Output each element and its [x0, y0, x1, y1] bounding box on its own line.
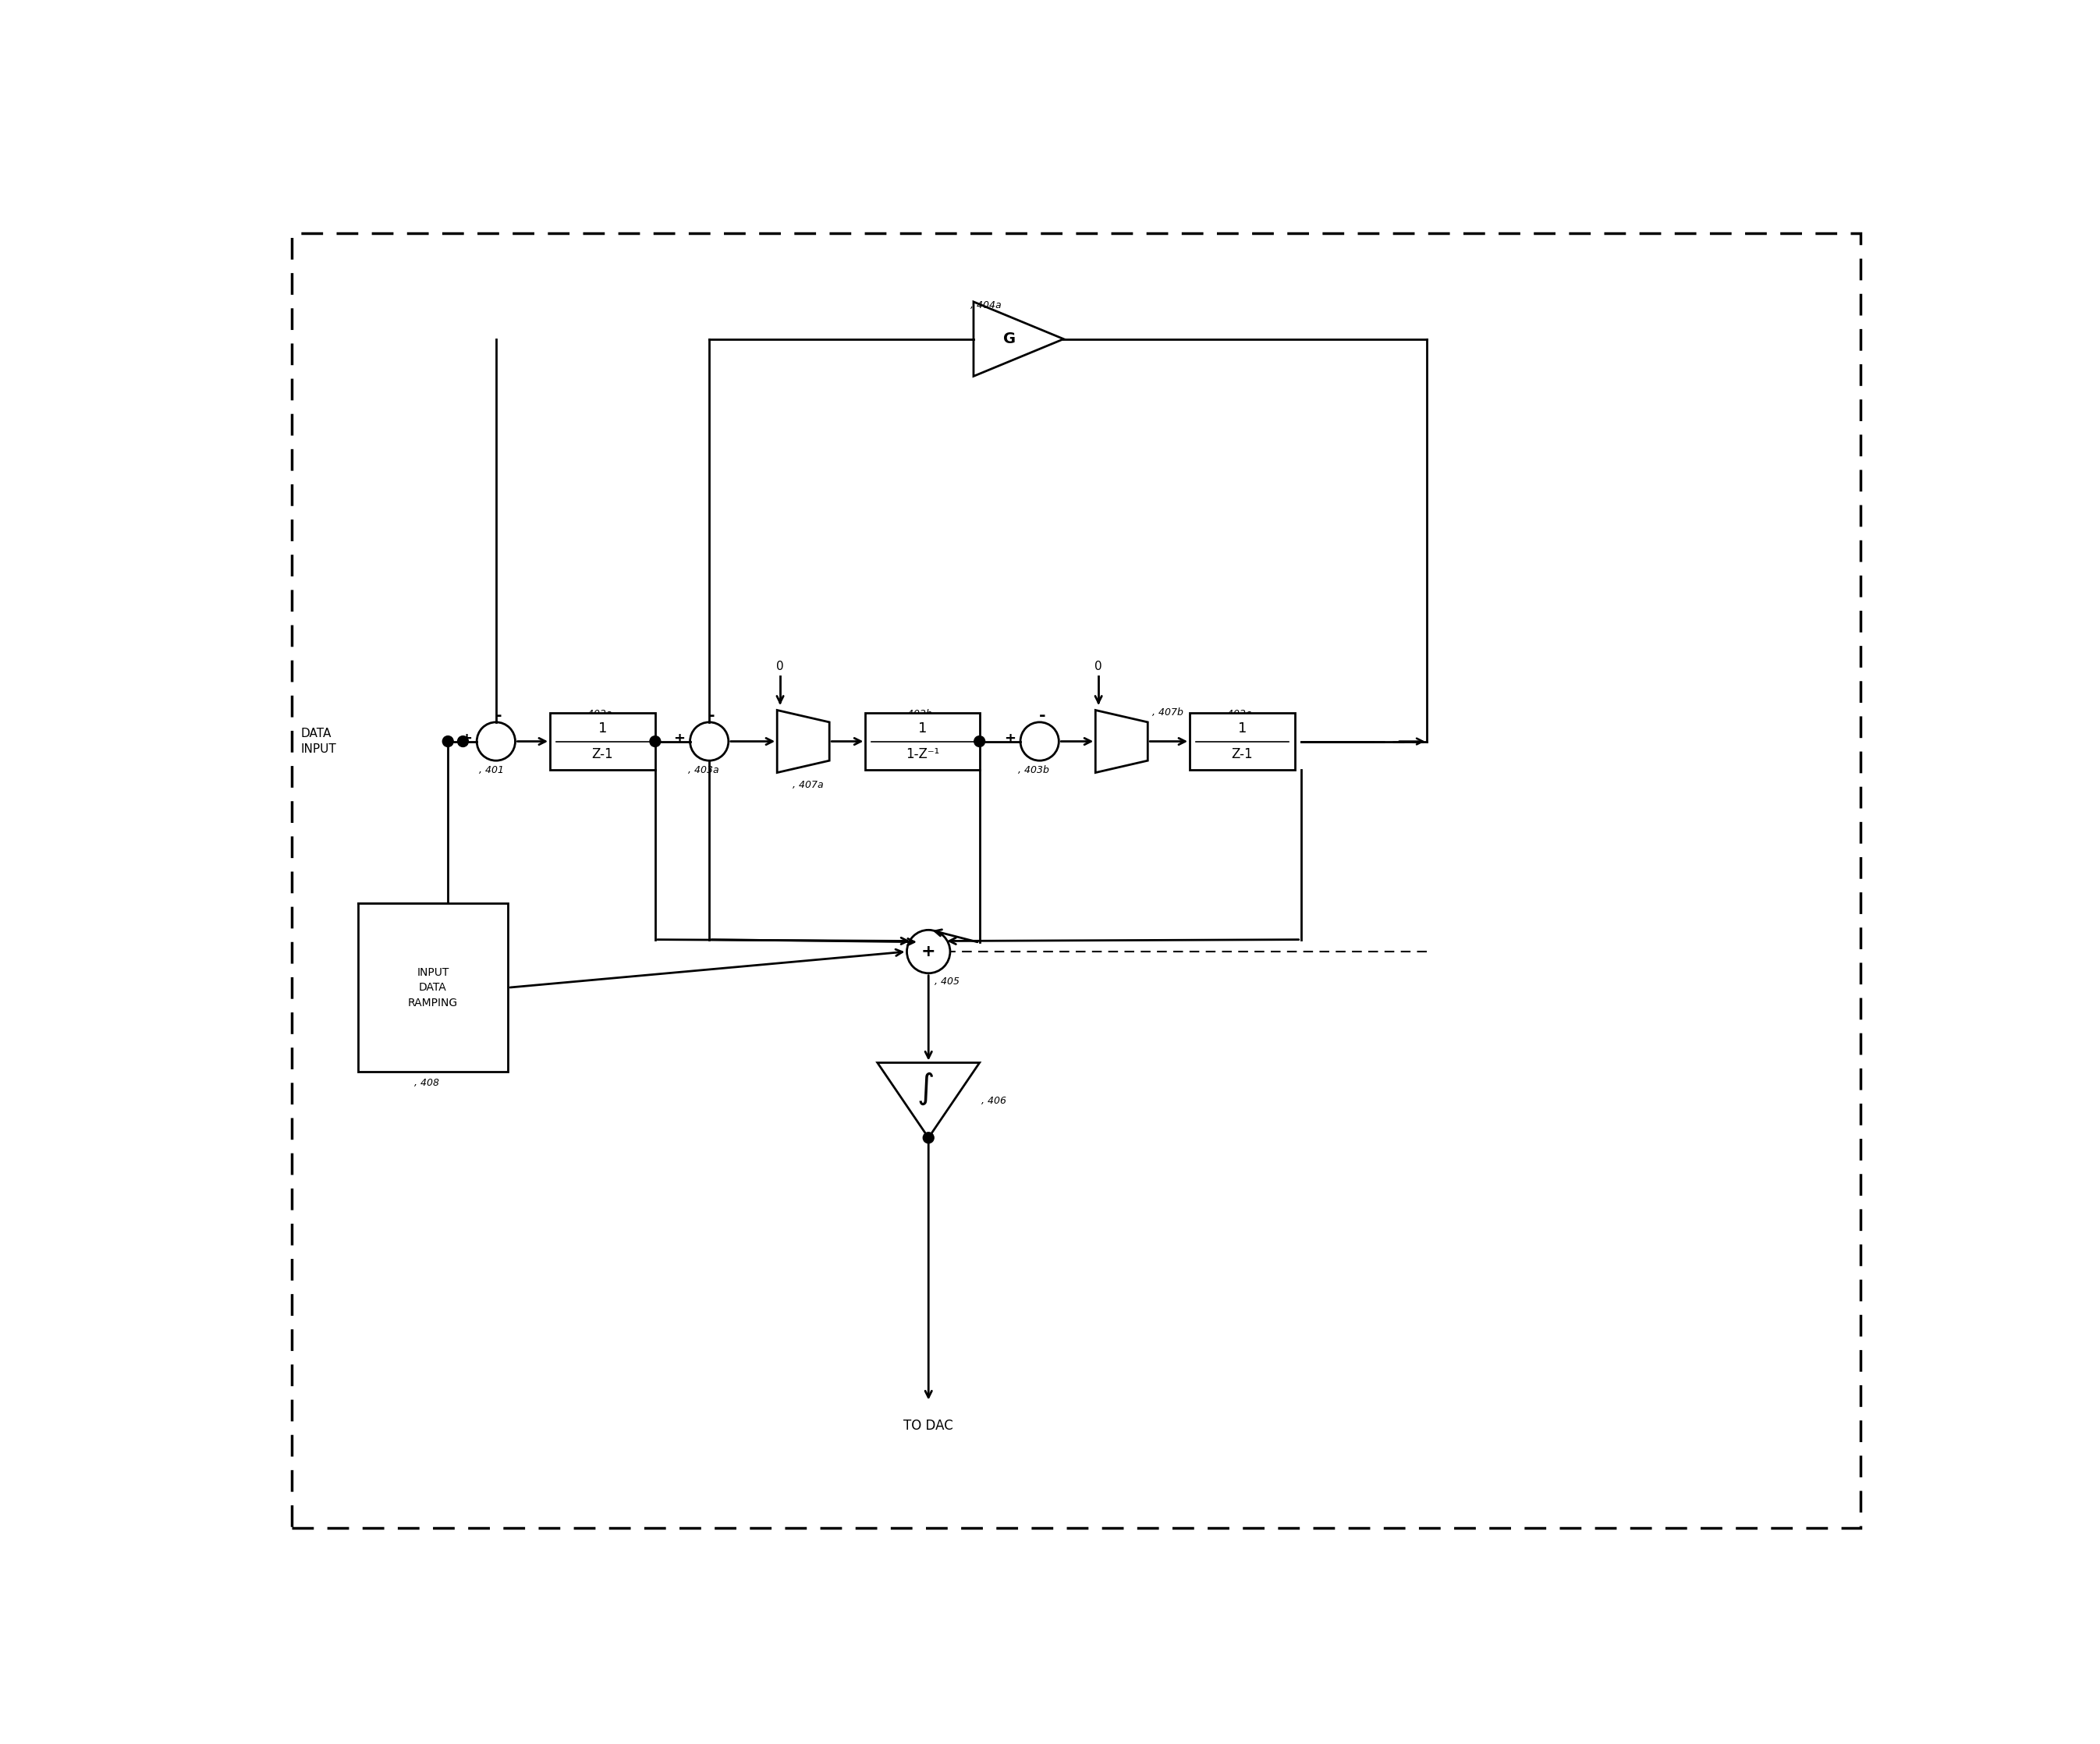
Text: , 401: , 401	[479, 766, 504, 776]
Text: -: -	[496, 708, 502, 724]
Text: $\int$: $\int$	[918, 1071, 934, 1107]
Text: +: +	[460, 732, 473, 746]
FancyBboxPatch shape	[865, 713, 979, 769]
Text: , 402c: , 402c	[1222, 710, 1252, 719]
Text: DATA
INPUT: DATA INPUT	[300, 727, 336, 755]
Text: , 408: , 408	[414, 1078, 439, 1088]
Text: Z-1: Z-1	[1231, 748, 1254, 762]
Text: G: G	[1004, 331, 1016, 347]
Text: +: +	[674, 732, 685, 746]
Text: TO DAC: TO DAC	[903, 1420, 953, 1434]
Text: 1: 1	[1237, 722, 1247, 736]
Text: , 407b: , 407b	[1153, 706, 1184, 717]
Text: 1: 1	[598, 722, 607, 736]
Text: 0: 0	[777, 661, 783, 671]
Circle shape	[458, 736, 468, 746]
Text: 1-Z⁻¹: 1-Z⁻¹	[905, 748, 939, 762]
Text: 0: 0	[1094, 661, 1103, 671]
Text: , 407a: , 407a	[794, 780, 823, 790]
Text: , 406: , 406	[981, 1095, 1006, 1106]
Text: -: -	[708, 708, 714, 724]
Circle shape	[649, 736, 662, 746]
FancyBboxPatch shape	[550, 713, 655, 769]
Circle shape	[924, 1132, 934, 1142]
Text: , 402b: , 402b	[901, 710, 932, 719]
FancyBboxPatch shape	[357, 903, 508, 1073]
Text: -: -	[1040, 708, 1046, 724]
Text: 1: 1	[918, 722, 926, 736]
Text: , 402a: , 402a	[582, 710, 611, 719]
Text: , 403a: , 403a	[689, 766, 718, 776]
Text: Z-1: Z-1	[592, 748, 613, 762]
Text: +: +	[1004, 732, 1016, 746]
FancyBboxPatch shape	[1191, 713, 1296, 769]
Text: , 404a: , 404a	[970, 300, 1002, 310]
Circle shape	[443, 736, 454, 746]
Text: , 405: , 405	[934, 977, 960, 987]
Text: , 403b: , 403b	[1018, 766, 1050, 776]
Text: +: +	[922, 944, 937, 959]
Circle shape	[974, 736, 985, 746]
Text: INPUT
DATA
RAMPING: INPUT DATA RAMPING	[407, 966, 458, 1008]
